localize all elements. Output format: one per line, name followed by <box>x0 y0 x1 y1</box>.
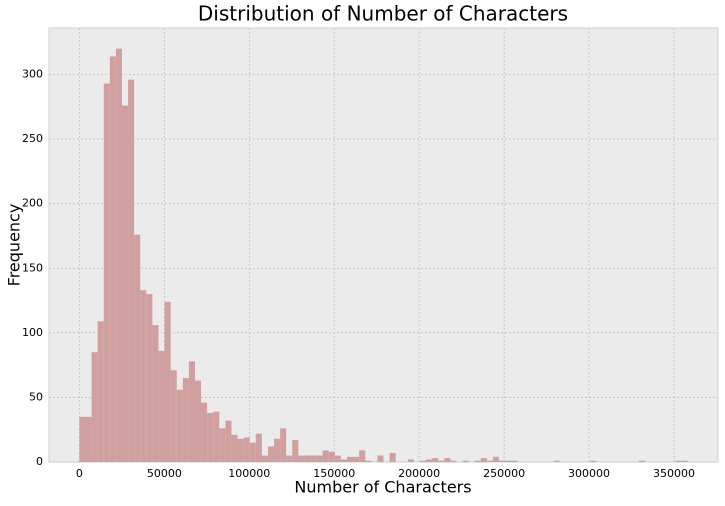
bar <box>638 460 646 462</box>
bar <box>474 460 481 462</box>
y-tick-label: 300 <box>22 68 43 81</box>
bar <box>553 460 560 462</box>
bar <box>213 411 220 462</box>
bar <box>444 458 451 462</box>
bar <box>340 459 348 462</box>
bar <box>194 380 202 462</box>
x-tick-label: 200000 <box>398 467 440 480</box>
bar <box>310 455 317 462</box>
bar <box>359 450 366 462</box>
x-tick-label: 250000 <box>483 467 525 480</box>
bar <box>328 451 335 462</box>
chart-title: Distribution of Number of Characters <box>198 2 568 26</box>
bar <box>480 458 487 462</box>
bar <box>201 402 208 462</box>
bar <box>438 460 445 462</box>
bar <box>79 416 86 462</box>
bar <box>231 434 238 462</box>
bar <box>225 420 232 462</box>
bar <box>261 455 268 462</box>
bar <box>419 460 427 462</box>
bar <box>377 455 384 462</box>
bar <box>91 352 98 462</box>
bar <box>365 460 372 462</box>
bar <box>450 460 457 462</box>
bar <box>243 437 250 462</box>
bar <box>158 350 165 462</box>
bar <box>134 234 141 462</box>
bar <box>407 459 414 462</box>
bar <box>249 442 256 462</box>
bar <box>292 440 299 462</box>
bar <box>182 378 189 462</box>
bar <box>103 83 110 463</box>
x-tick-label: 150000 <box>313 467 355 480</box>
x-tick-label: 350000 <box>653 467 695 480</box>
bar <box>389 452 396 462</box>
bar <box>347 456 354 462</box>
bar <box>334 455 341 462</box>
bar <box>121 105 129 462</box>
bar <box>486 460 493 462</box>
bar <box>298 455 305 462</box>
x-axis-label: Number of Characters <box>294 478 471 497</box>
bar <box>188 361 195 462</box>
y-tick-label: 50 <box>29 390 43 403</box>
bar <box>316 455 323 462</box>
bar <box>109 56 116 463</box>
bar <box>237 438 244 462</box>
bar <box>492 456 500 462</box>
bar <box>280 428 287 462</box>
bar <box>426 459 433 462</box>
bar <box>85 416 92 462</box>
y-tick-label: 0 <box>36 455 43 468</box>
bar <box>462 460 469 462</box>
x-tick-label: 100000 <box>228 467 270 480</box>
bar <box>304 455 311 462</box>
bar <box>505 460 512 462</box>
bar <box>115 48 122 463</box>
bar <box>146 294 153 462</box>
bar <box>353 456 360 462</box>
bar <box>170 370 177 462</box>
bar <box>97 321 104 462</box>
bar <box>274 438 281 462</box>
bar <box>590 460 597 462</box>
x-tick-label: 300000 <box>568 467 610 480</box>
y-tick-label: 150 <box>22 261 43 274</box>
bar <box>511 460 518 462</box>
bar <box>219 428 226 462</box>
x-tick-label: 0 <box>76 467 83 480</box>
y-axis-label: Frequency <box>5 204 24 287</box>
bar <box>164 301 171 462</box>
bar <box>681 460 688 462</box>
bar <box>267 446 275 462</box>
bar <box>176 389 183 462</box>
bar <box>207 412 214 462</box>
y-tick-label: 100 <box>22 326 43 339</box>
y-tick-label: 200 <box>22 197 43 210</box>
bar <box>675 460 682 462</box>
bar <box>499 460 506 462</box>
bar <box>432 458 439 462</box>
bar <box>255 433 262 462</box>
x-tick-label: 50000 <box>147 467 182 480</box>
bar <box>140 290 147 462</box>
y-tick-label: 250 <box>22 132 43 145</box>
bar <box>286 455 293 462</box>
bar <box>322 450 329 462</box>
bar <box>128 79 135 463</box>
bar <box>152 325 159 462</box>
